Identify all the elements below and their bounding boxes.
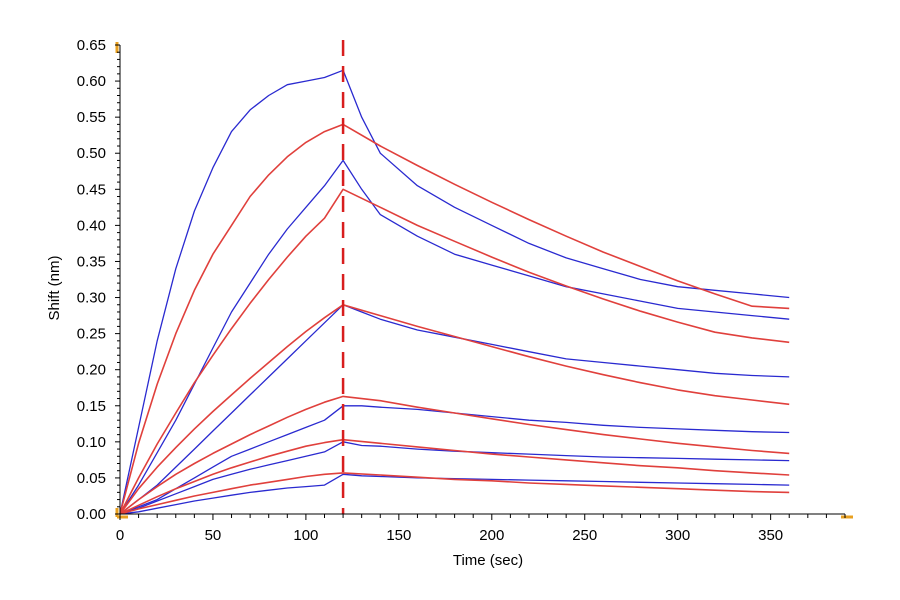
measured-curve-10 — [119, 473, 790, 515]
fit-curve-3 — [119, 188, 790, 515]
axes: 0.00 0.05 0.10 0.15 0.20 0.25 0.30 0.35 0.40 0.45… — [77, 37, 853, 544]
y-tick-label: 0.00 — [77, 506, 106, 523]
y-tick-label: 0.20 — [77, 362, 106, 379]
y-tick-label: 0.55 — [77, 109, 106, 126]
x-tick-label: 0 — [116, 527, 124, 544]
measured-curve-0 — [119, 69, 790, 515]
x-tick-label: 300 — [665, 527, 690, 544]
y-tick-label: 0.60 — [77, 73, 106, 90]
x-tick-label: 100 — [293, 527, 318, 544]
x-tick-label: 350 — [758, 527, 783, 544]
measured-curve-4 — [119, 304, 790, 515]
y-tick-label: 0.15 — [77, 398, 106, 415]
measured-curve-6 — [119, 405, 790, 515]
y-tick-label: 0.45 — [77, 181, 106, 198]
x-tick-label: 50 — [205, 527, 222, 544]
plot-area — [119, 40, 790, 515]
y-axis-label: Shift (nm) — [46, 255, 63, 320]
y-tick-label: 0.50 — [77, 145, 106, 162]
x-tick-label: 250 — [572, 527, 597, 544]
fit-curve-7 — [119, 395, 790, 515]
measured-curve-8 — [119, 441, 790, 515]
y-tick-label: 0.05 — [77, 470, 106, 487]
x-tick-label: 150 — [386, 527, 411, 544]
y-tick-label: 0.10 — [77, 434, 106, 451]
y-tick-label: 0.25 — [77, 326, 106, 343]
y-tick-label: 0.40 — [77, 217, 106, 234]
x-axis-label: Time (sec) — [453, 552, 523, 569]
y-tick-label: 0.30 — [77, 290, 106, 307]
fit-curve-11 — [119, 472, 790, 515]
x-tick-label: 200 — [479, 527, 504, 544]
y-tick-label: 0.65 — [77, 37, 106, 54]
y-tick-label: 0.35 — [77, 253, 106, 270]
